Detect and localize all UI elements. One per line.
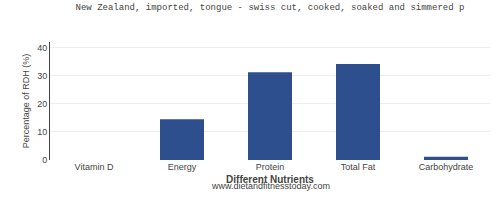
svg-text:Vitamin D: Vitamin D [75,162,114,172]
svg-text:40: 40 [37,43,47,53]
svg-text:Percentage of RDH (%): Percentage of RDH (%) [21,54,31,149]
svg-text:www.dietandfitnesstoday.com: www.dietandfitnesstoday.com [211,181,330,191]
svg-text:Different Nutrients: Different Nutrients [226,174,314,185]
svg-text:10: 10 [37,127,47,137]
svg-text:New Zealand, imported, tongue: New Zealand, imported, tongue - swiss cu… [76,3,465,13]
svg-text:0: 0 [42,155,47,165]
svg-text:Total Fat: Total Fat [341,162,376,172]
svg-text:Protein: Protein [256,162,285,172]
svg-text:Energy: Energy [168,162,197,172]
svg-text:Carbohydrate: Carbohydrate [419,162,474,172]
svg-text:20: 20 [37,99,47,109]
svg-text:30: 30 [37,71,47,81]
